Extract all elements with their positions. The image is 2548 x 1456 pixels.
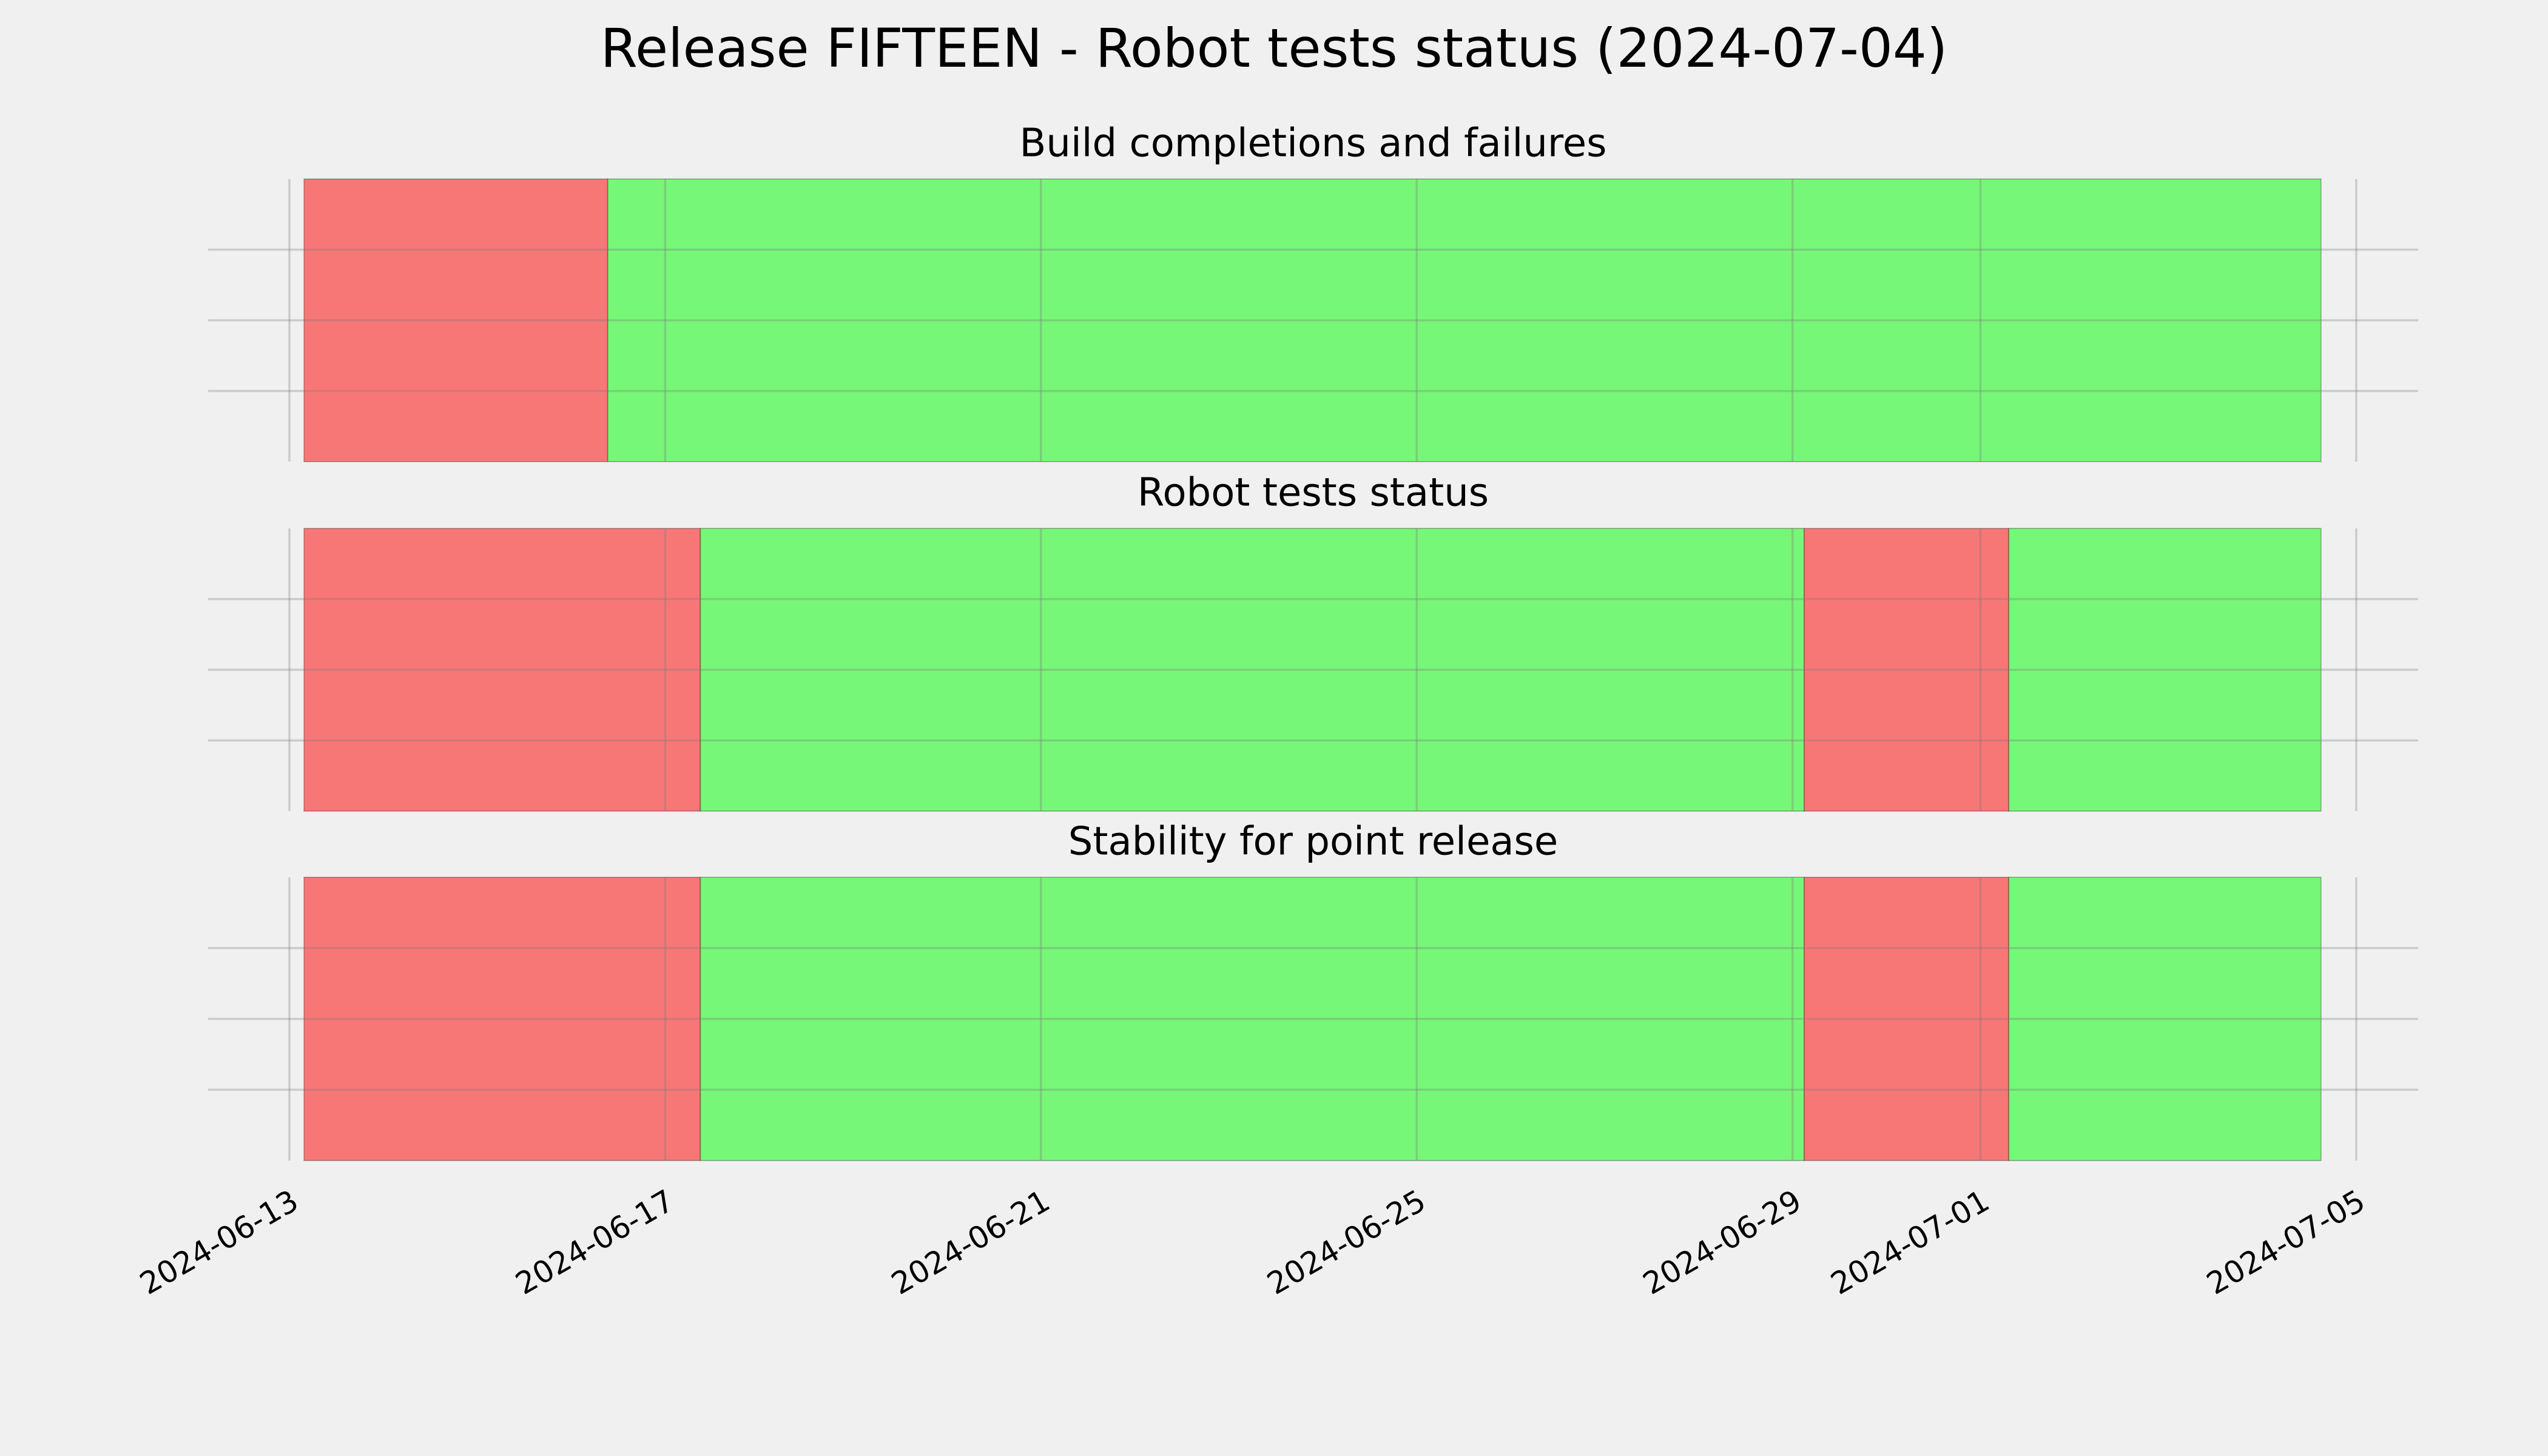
status-span bbox=[303, 528, 701, 812]
panel-title: Stability for point release bbox=[1068, 820, 1559, 864]
status-span bbox=[699, 877, 1805, 1161]
status-span bbox=[303, 877, 701, 1161]
status-span bbox=[699, 528, 1805, 812]
status-span bbox=[1804, 877, 2010, 1161]
status-span bbox=[2008, 877, 2322, 1161]
status-span bbox=[2008, 528, 2322, 812]
status-span bbox=[303, 178, 608, 462]
status-span bbox=[1804, 528, 2010, 812]
panel-title: Robot tests status bbox=[1138, 471, 1489, 516]
panel-title: Build completions and failures bbox=[1020, 121, 1607, 166]
status-span bbox=[607, 178, 2322, 462]
chart-title: Release FIFTEEN - Robot tests status (20… bbox=[601, 17, 1947, 79]
